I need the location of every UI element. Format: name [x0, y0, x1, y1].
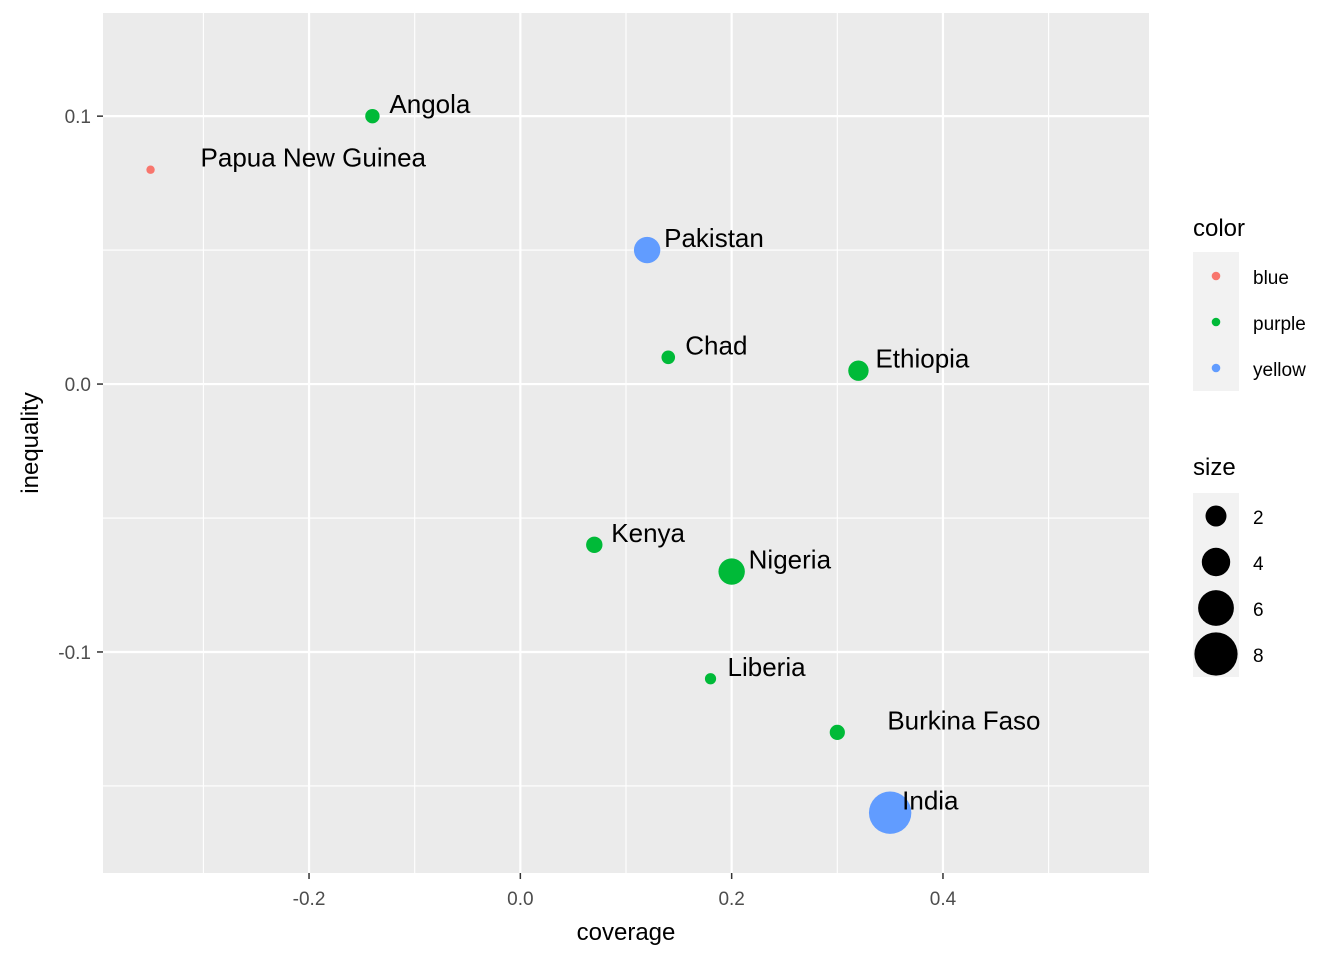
data-point: [704, 673, 717, 685]
size-legend-label: 6: [1253, 600, 1264, 621]
y-axis-title: inequality: [17, 392, 44, 493]
data-point: [146, 165, 155, 174]
size-legend-title: size: [1193, 454, 1236, 481]
x-tick-label: 0.2: [718, 889, 744, 910]
color-legend-key: [1211, 317, 1221, 327]
point-label: Papua New Guinea: [201, 143, 427, 173]
color-legend-label: blue: [1253, 268, 1289, 289]
size-legend-label: 8: [1253, 646, 1264, 667]
point-label: Kenya: [611, 518, 685, 548]
x-tick-label: 0.4: [930, 889, 957, 910]
x-tick-label: 0.0: [507, 889, 533, 910]
point-label: Pakistan: [664, 223, 764, 253]
data-point: [365, 108, 380, 124]
data-point: [633, 236, 661, 264]
data-point: [868, 791, 912, 834]
data-points: [146, 108, 912, 834]
point-label: Burkina Faso: [887, 705, 1040, 735]
color-legend-title: color: [1193, 215, 1245, 242]
point-label: Liberia: [728, 652, 807, 682]
color-legend-label: purple: [1253, 314, 1306, 335]
size-legend-label: 2: [1253, 508, 1264, 529]
x-axis: -0.2 0.0 0.2 0.4: [293, 873, 957, 910]
data-point: [829, 724, 845, 740]
minor-gridlines: [103, 13, 1149, 873]
color-legend-label: yellow: [1253, 360, 1306, 381]
size-legend-key: [1205, 505, 1227, 527]
point-labels: Angola Papua New Guinea Pakistan Chad Ethiop…: [201, 89, 1041, 816]
point-label: Chad: [685, 330, 747, 360]
color-legend-key: [1211, 363, 1221, 373]
size-legend-label: 4: [1253, 554, 1264, 575]
data-point: [848, 360, 869, 381]
size-legend-key: [1201, 547, 1231, 577]
y-tick-label: 0.1: [65, 107, 91, 128]
size-legend: size 2 4 6 8: [1193, 454, 1264, 677]
size-legend-key: [1194, 632, 1238, 676]
point-label: Nigeria: [749, 545, 832, 575]
point-label: Ethiopia: [875, 344, 969, 374]
point-label: Angola: [389, 89, 470, 119]
data-point: [718, 558, 745, 585]
major-gridlines: [103, 13, 1149, 873]
x-tick-label: -0.2: [293, 889, 326, 910]
color-legend: color blue purple yellow: [1193, 215, 1306, 391]
data-point: [586, 536, 603, 554]
size-legend-key: [1198, 590, 1234, 626]
point-label: India: [902, 786, 959, 816]
y-tick-label: 0.0: [65, 375, 91, 396]
y-tick-label: -0.1: [58, 643, 91, 664]
x-axis-title: coverage: [577, 919, 676, 946]
color-legend-key: [1211, 271, 1221, 281]
data-point: [661, 350, 676, 365]
y-axis: -0.1 0.0 0.1: [58, 107, 103, 664]
